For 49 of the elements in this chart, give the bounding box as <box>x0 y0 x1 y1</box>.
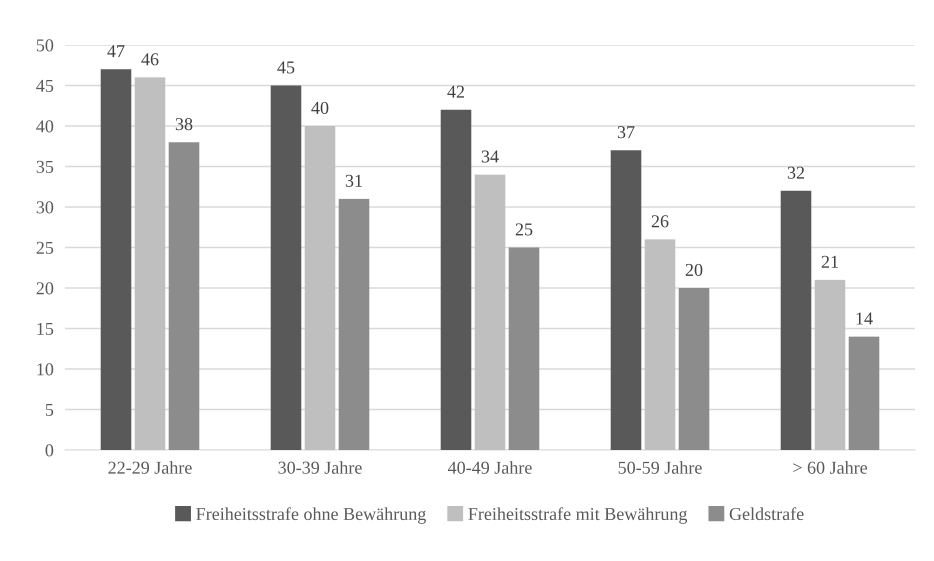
legend-label: Freiheitsstrafe ohne Bewährung <box>196 507 426 524</box>
x-tick-label: > 60 Jahre <box>793 461 868 474</box>
x-tick-label: 50-59 Jahre <box>618 461 702 474</box>
y-tick-label: 50 <box>36 39 54 52</box>
bar <box>168 142 200 450</box>
data-label: 47 <box>107 45 125 58</box>
data-label: 14 <box>856 312 873 324</box>
legend-label: Geldstrafe <box>730 507 804 520</box>
y-tick-label: 10 <box>37 363 54 376</box>
bar <box>508 248 540 450</box>
data-label: 45 <box>277 61 294 74</box>
y-tick-label: 0 <box>46 444 54 456</box>
bar <box>304 126 336 450</box>
data-label: 20 <box>686 264 702 276</box>
y-tick-label: 35 <box>36 160 54 173</box>
data-label: 32 <box>788 166 804 179</box>
bar <box>780 190 812 450</box>
y-tick-label: 25 <box>36 242 54 254</box>
data-label: 26 <box>652 215 668 228</box>
y-tick-label: 45 <box>36 80 54 92</box>
bar <box>338 198 370 450</box>
bar <box>440 110 472 450</box>
data-label: 42 <box>447 86 464 98</box>
data-label: 46 <box>141 53 158 66</box>
bar <box>474 174 506 450</box>
legend-label: Freiheitsstrafe mit Bewährung <box>468 507 688 524</box>
data-label: 38 <box>176 118 192 130</box>
x-tick-label: 30-39 Jahre <box>278 461 362 474</box>
data-label: 21 <box>822 256 838 268</box>
data-label: 25 <box>516 223 532 236</box>
y-tick-label: 15 <box>37 322 54 335</box>
bar <box>100 69 132 450</box>
bar <box>134 77 166 450</box>
data-label: 40 <box>311 102 328 114</box>
y-tick-label: 40 <box>36 120 54 132</box>
bar <box>814 280 846 450</box>
bar <box>678 288 710 450</box>
y-tick-label: 30 <box>36 201 54 214</box>
bar <box>644 239 676 450</box>
data-label: 31 <box>346 174 362 187</box>
data-label: 37 <box>618 126 635 138</box>
data-label: 34 <box>482 150 499 163</box>
y-tick-label: 20 <box>36 282 54 294</box>
x-tick-label: 22-29 Jahre <box>108 461 192 474</box>
bar <box>270 86 302 450</box>
y-tick-label: 5 <box>46 404 54 416</box>
bar <box>610 150 642 450</box>
x-tick-label: 40-49 Jahre <box>448 461 532 474</box>
bar <box>848 336 880 450</box>
